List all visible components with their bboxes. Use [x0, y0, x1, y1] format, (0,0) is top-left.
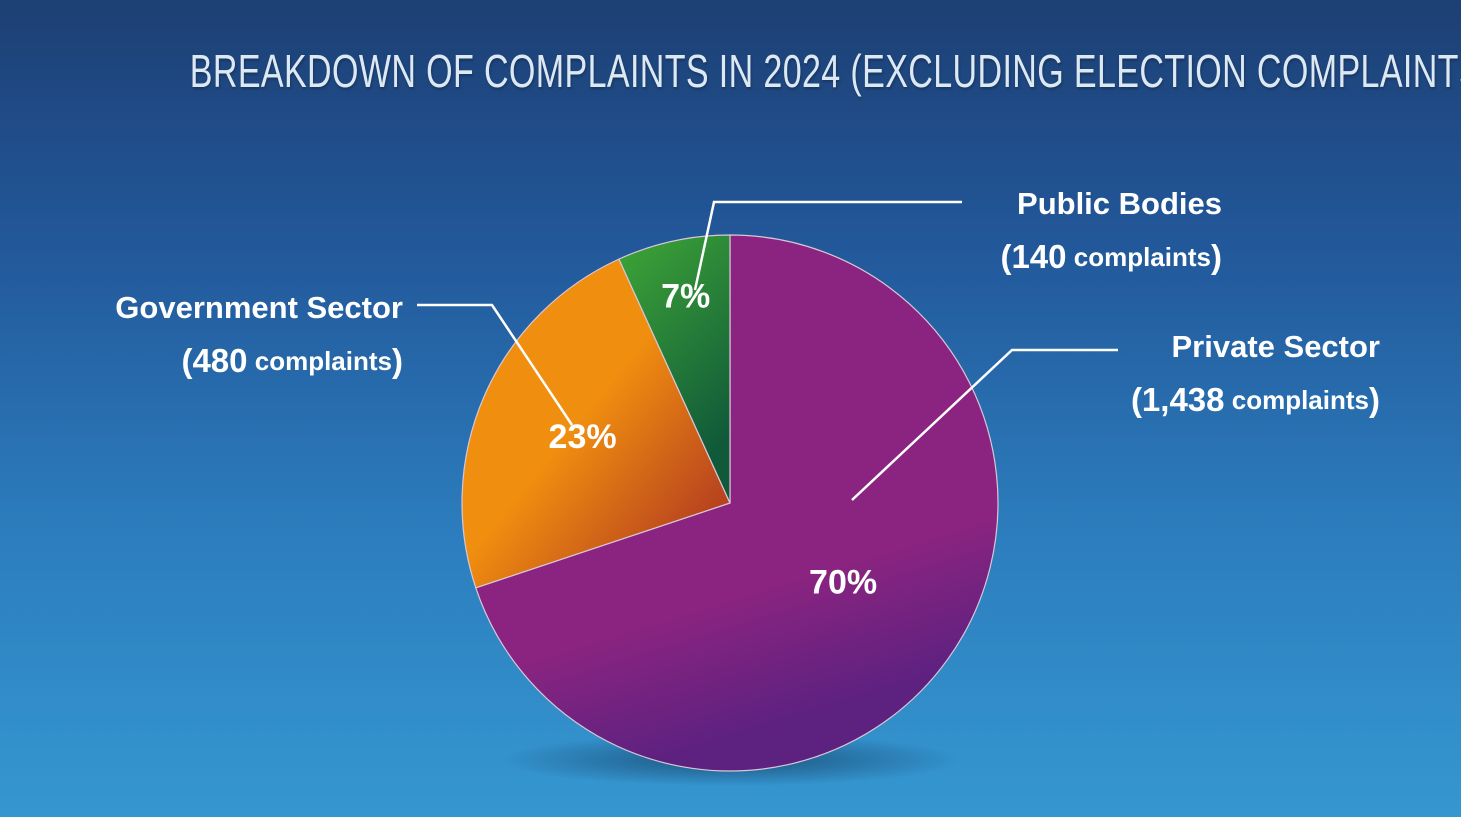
leader-line-private-sector — [851, 348, 1118, 501]
count-label-private-sector: (1,438 complaints) — [1131, 381, 1380, 418]
count-label-government-sector: (480 complaints) — [181, 342, 403, 379]
pct-label-government-sector: 23% — [549, 418, 617, 456]
category-label-government-sector: Government Sector — [115, 290, 403, 325]
pie-slice-government-sector — [461, 258, 731, 589]
chart-title: BREAKDOWN OF COMPLAINTS IN 2024 (EXCLUDI… — [189, 45, 1461, 97]
leader-line-government-sector — [417, 303, 574, 426]
leader-line-public-bodies — [693, 200, 962, 291]
pct-label-private-sector: 70% — [809, 563, 877, 601]
pct-label-public-bodies: 7% — [661, 278, 710, 316]
count-label-public-bodies: (140 complaints) — [1000, 238, 1222, 275]
category-label-private-sector: Private Sector — [1172, 329, 1381, 364]
pie-slice-private-sector — [475, 234, 999, 772]
pie-slice-public-bodies — [618, 234, 731, 504]
category-label-public-bodies: Public Bodies — [1017, 186, 1222, 221]
